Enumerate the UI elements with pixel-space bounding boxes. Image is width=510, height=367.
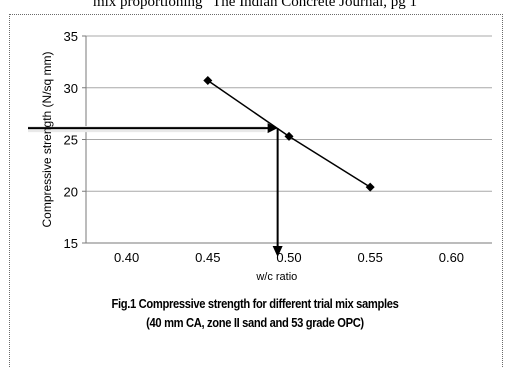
y-tick-labels: 15 20 25 30 35 bbox=[64, 29, 78, 251]
header-text: mix proportioning" The Indian Concrete J… bbox=[92, 0, 418, 10]
y-axis-label: Compressive strength (N/sq mm) bbox=[40, 51, 54, 227]
vertical-arrow-head bbox=[272, 246, 283, 257]
figure-caption-line-2: (40 mm CA, zone II sand and 53 grade OPC… bbox=[146, 315, 364, 330]
interpolation-arrows bbox=[28, 123, 283, 257]
x-tick-label: 0.50 bbox=[276, 250, 301, 265]
data-point-marker bbox=[284, 131, 294, 141]
data-point-marker bbox=[365, 182, 375, 192]
y-tick-label: 15 bbox=[64, 236, 78, 251]
data-series bbox=[203, 76, 375, 192]
horizontal-arrow-head bbox=[267, 123, 278, 134]
data-point-marker bbox=[203, 76, 213, 86]
x-tick-labels: 0.40 0.45 0.50 0.55 0.60 bbox=[114, 250, 464, 265]
grid-lines bbox=[86, 35, 492, 192]
y-tick-label: 25 bbox=[64, 133, 78, 148]
axes bbox=[82, 35, 492, 244]
y-tick-label: 20 bbox=[64, 184, 78, 199]
x-tick-label: 0.55 bbox=[358, 250, 383, 265]
x-tick-label: 0.40 bbox=[114, 250, 139, 265]
figure-frame bbox=[9, 14, 503, 367]
y-tick-label: 35 bbox=[64, 29, 78, 44]
figure-caption-line-1: Fig.1 Compressive strength for different… bbox=[111, 296, 399, 311]
x-tick-label: 0.60 bbox=[439, 250, 464, 265]
x-axis-label: w/c ratio bbox=[255, 271, 297, 283]
y-tick-label: 30 bbox=[64, 81, 78, 96]
x-tick-label: 0.45 bbox=[195, 250, 220, 265]
